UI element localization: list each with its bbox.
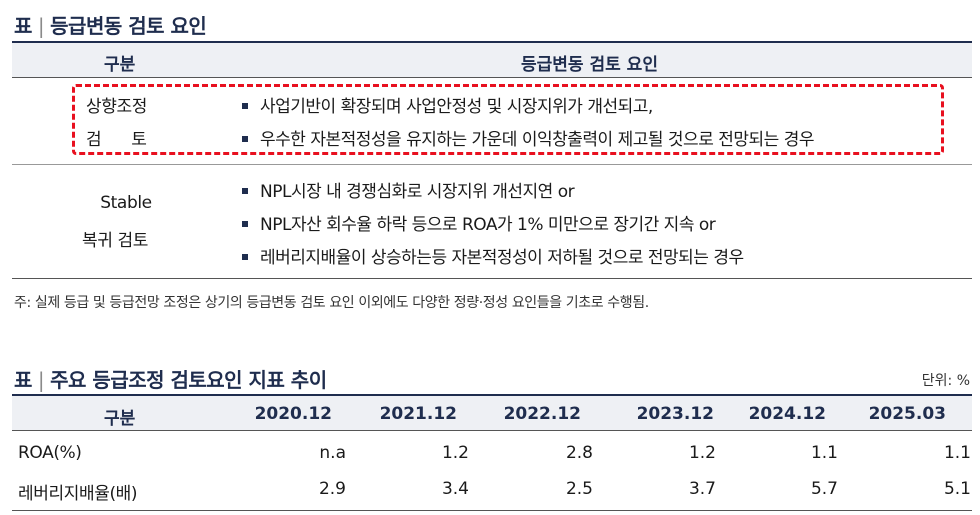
highlight-dashed-box	[72, 84, 944, 155]
square-bullet-icon	[242, 187, 248, 194]
table2-roa-2021: 1.2	[441, 443, 469, 463]
row-stable-label-line1: Stable	[100, 193, 152, 213]
table2-roa-2022: 2.8	[565, 443, 593, 463]
table2-row-roa-label: ROA(%)	[18, 443, 82, 463]
table2-roa-2020: n.a	[319, 443, 346, 463]
table2-roa-2025: 1.1	[943, 443, 971, 463]
square-bullet-icon	[242, 135, 248, 142]
row-upgrade-bullet-2: 우수한 자본적정성을 유지하는 가운데 이익창출력이 제고될 것으로 전망되는 …	[242, 125, 815, 150]
square-bullet-icon	[242, 253, 248, 260]
table1-footnote: 주: 실제 등급 및 등급전망 조정은 상기의 등급변동 검토 요인 이외에도 …	[14, 295, 649, 311]
row-stable-bullet-2: NPL자산 회수율 하락 등으로 ROA가 1% 미만으로 장기간 지속 or	[242, 210, 716, 235]
row-stable-bullet-3: 레버리지배율이 상승하는등 자본적정성이 저하될 것으로 전망되는 경우	[242, 243, 744, 268]
row-upgrade-bullet-1: 사업기반이 확장되며 사업안정성 및 시장지위가 개선되고,	[242, 92, 653, 117]
table2-header-band	[12, 396, 972, 430]
square-bullet-icon	[242, 102, 248, 109]
table2-header-2024: 2024.12	[748, 404, 826, 424]
table2-title-text: 주요 등급조정 검토요인 지표 추이	[50, 368, 327, 392]
table2-header-category: 구분	[104, 409, 136, 429]
row-stable-bullet-1: NPL시장 내 경쟁심화로 시장지위 개선지연 or	[242, 177, 575, 202]
table2-header-2020: 2020.12	[254, 404, 332, 424]
table2-roa-2023: 1.2	[688, 443, 716, 463]
table2-roa-2024: 1.1	[810, 443, 838, 463]
table1-header-factors: 등급변동 검토 요인	[521, 55, 658, 75]
table2-leverage-2020: 2.9	[318, 479, 346, 499]
table2-header-2021: 2021.12	[379, 404, 457, 424]
table2-header-2023: 2023.12	[636, 404, 714, 424]
table2-unit: 단위: %	[921, 373, 970, 389]
table1-title-text: 등급변동 검토 요인	[50, 14, 207, 38]
table2-leverage-2021: 3.4	[441, 479, 469, 499]
row-upgrade-label-line2: 검 토	[86, 130, 147, 150]
table2-header-2025: 2025.03	[868, 404, 946, 424]
table1-title-prefix: 표	[14, 14, 32, 38]
table1-header-category: 구분	[104, 55, 136, 75]
table1-title: 표 | 등급변동 검토 요인	[14, 14, 207, 38]
table1-bottom-rule	[12, 278, 972, 279]
table2-header-2022: 2022.12	[503, 404, 581, 424]
row-stable-label-line2: 복귀 검토	[82, 231, 148, 251]
table2-title-prefix: 표	[14, 368, 32, 392]
table2-leverage-2025: 5.1	[943, 479, 971, 499]
table1-row-divider	[12, 164, 972, 165]
table2-leverage-2022: 2.5	[565, 479, 593, 499]
table2-bottom-rule	[12, 510, 972, 511]
table2-leverage-2023: 3.7	[688, 479, 716, 499]
row-upgrade-label-line1: 상향조정	[86, 97, 147, 117]
table1-top-rule	[12, 41, 972, 43]
table2-header-rule	[12, 430, 972, 431]
table1-header-rule	[12, 77, 972, 78]
square-bullet-icon	[242, 220, 248, 227]
table1-header-band	[12, 43, 972, 77]
table2-leverage-2024: 5.7	[810, 479, 838, 499]
table2-row-leverage-label: 레버리지배율(배)	[18, 484, 138, 504]
table2-title: 표 | 주요 등급조정 검토요인 지표 추이	[14, 368, 327, 392]
table2-top-rule	[12, 394, 972, 396]
